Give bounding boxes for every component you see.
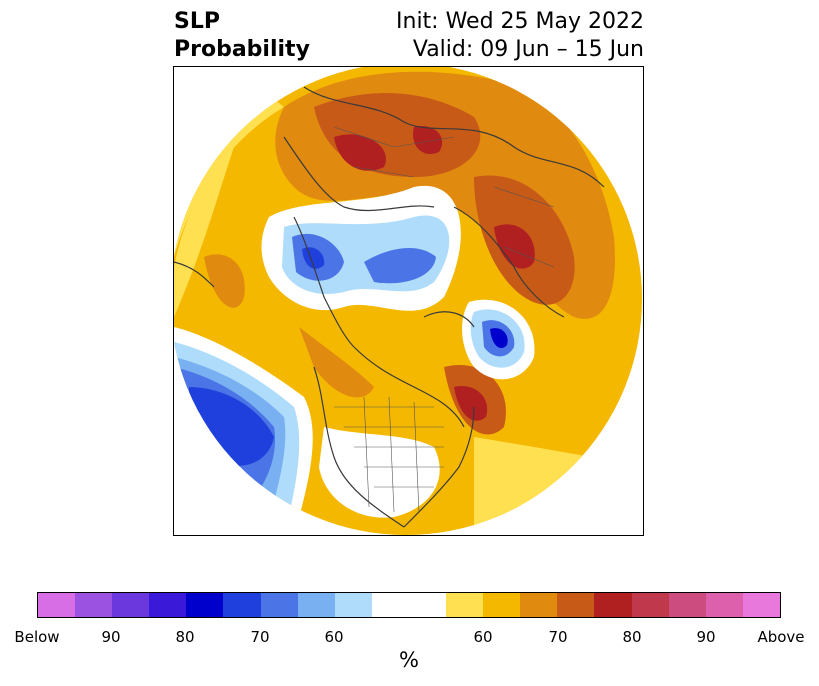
colorbar-segment-below xyxy=(186,593,224,617)
colorbar-segment-below xyxy=(112,593,150,617)
colorbar-segment-above xyxy=(631,593,669,617)
init-date: Init: Wed 25 May 2022 xyxy=(396,9,644,34)
colorbar-segment-above xyxy=(594,593,632,617)
tick-label: 80 xyxy=(175,628,195,646)
colorbar-segment-below xyxy=(297,593,335,617)
title-right: Init: Wed 25 May 2022 Valid: 09 Jun – 15… xyxy=(396,8,644,64)
colorbar-segment-above xyxy=(446,593,484,617)
tick-label: 90 xyxy=(101,628,121,646)
colorbar-segment-above xyxy=(520,593,558,617)
probability-field xyxy=(174,67,642,535)
colorbar-segment-below xyxy=(149,593,187,617)
colorbar-segment-below xyxy=(334,593,372,617)
tick-label: Below xyxy=(14,628,60,646)
colorbar-segment-above xyxy=(557,593,595,617)
tick-label: 70 xyxy=(250,628,270,646)
colorbar-segment-above xyxy=(668,593,706,617)
colorbar-unit: % xyxy=(399,648,419,672)
coastlines xyxy=(174,86,605,528)
tick-label: 60 xyxy=(324,628,344,646)
valid-range: Valid: 09 Jun – 15 Jun xyxy=(412,37,644,62)
colorbar-segment-below xyxy=(260,593,298,617)
tick-label: 80 xyxy=(622,628,642,646)
colorbar-segment-above xyxy=(483,593,521,617)
title-type: Probability xyxy=(174,37,310,62)
colorbar-segment-below xyxy=(75,593,113,617)
colorbar-segment-below xyxy=(223,593,261,617)
probability-map xyxy=(173,66,644,536)
colorbar-segment-above xyxy=(705,593,743,617)
colorbar-segment-below xyxy=(38,593,76,617)
title-left: SLP Probability xyxy=(174,8,310,64)
tick-label: Above xyxy=(757,628,805,646)
borders xyxy=(333,126,555,513)
tick-label: 90 xyxy=(696,628,716,646)
colorbar-segment-neutral xyxy=(371,593,447,617)
title-variable: SLP xyxy=(174,9,220,34)
tick-label: 70 xyxy=(548,628,568,646)
map-svg xyxy=(174,67,642,535)
colorbar xyxy=(37,592,781,618)
tick-label: 60 xyxy=(473,628,493,646)
colorbar-segment-above xyxy=(742,593,780,617)
